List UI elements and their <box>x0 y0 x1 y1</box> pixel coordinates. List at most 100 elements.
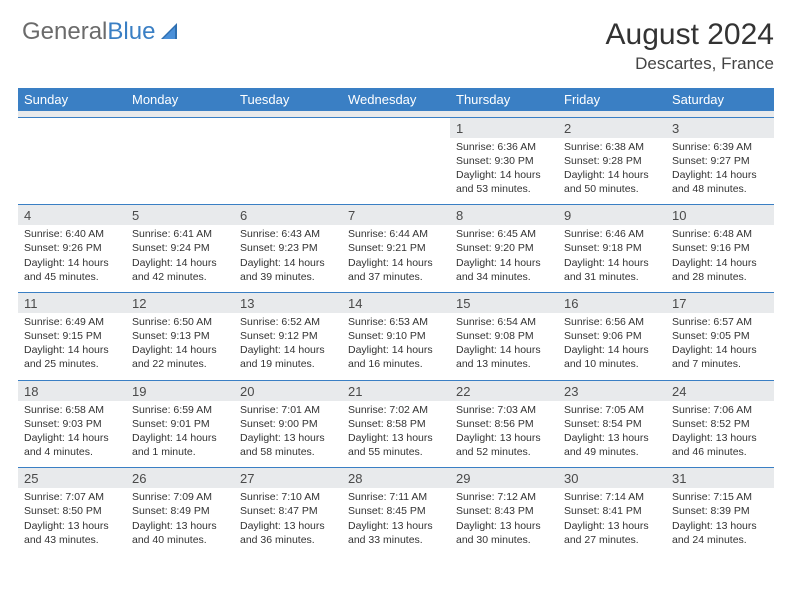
day-detail-row: Sunrise: 7:07 AMSunset: 8:50 PMDaylight:… <box>18 488 774 555</box>
day-detail-cell: Sunrise: 7:14 AMSunset: 8:41 PMDaylight:… <box>558 488 666 555</box>
sunrise-line: Sunrise: 7:07 AM <box>24 490 120 504</box>
brand-part2: Blue <box>107 18 155 46</box>
daylight-line: Daylight: 14 hours and 48 minutes. <box>672 168 768 196</box>
sunset-line: Sunset: 9:00 PM <box>240 417 336 431</box>
sunset-line: Sunset: 8:49 PM <box>132 504 228 518</box>
weekday-header-row: SundayMondayTuesdayWednesdayThursdayFrid… <box>18 88 774 111</box>
sunset-line: Sunset: 9:30 PM <box>456 154 552 168</box>
page-header: GeneralBlue August 2024 Descartes, Franc… <box>18 18 774 74</box>
day-detail-cell: Sunrise: 7:12 AMSunset: 8:43 PMDaylight:… <box>450 488 558 555</box>
sunset-line: Sunset: 9:27 PM <box>672 154 768 168</box>
daylight-line: Daylight: 14 hours and 53 minutes. <box>456 168 552 196</box>
sunset-line: Sunset: 9:13 PM <box>132 329 228 343</box>
day-number-cell: 2 <box>558 117 666 138</box>
day-number-cell: 26 <box>126 468 234 489</box>
sunset-line: Sunset: 9:01 PM <box>132 417 228 431</box>
sunset-line: Sunset: 9:18 PM <box>564 241 660 255</box>
day-detail-cell: Sunrise: 6:53 AMSunset: 9:10 PMDaylight:… <box>342 313 450 380</box>
sail-icon <box>159 21 181 41</box>
sunset-line: Sunset: 9:16 PM <box>672 241 768 255</box>
day-number-row: 18192021222324 <box>18 380 774 401</box>
day-number-row: 45678910 <box>18 205 774 226</box>
daylight-line: Daylight: 14 hours and 34 minutes. <box>456 256 552 284</box>
day-detail-cell: Sunrise: 7:09 AMSunset: 8:49 PMDaylight:… <box>126 488 234 555</box>
sunset-line: Sunset: 9:06 PM <box>564 329 660 343</box>
sunrise-line: Sunrise: 6:39 AM <box>672 140 768 154</box>
day-number-cell: 11 <box>18 292 126 313</box>
calendar-table: SundayMondayTuesdayWednesdayThursdayFrid… <box>18 88 774 555</box>
day-detail-row: Sunrise: 6:49 AMSunset: 9:15 PM Daylight:… <box>18 313 774 380</box>
sunrise-line: Sunrise: 7:15 AM <box>672 490 768 504</box>
sunrise-line: Sunrise: 6:44 AM <box>348 227 444 241</box>
day-detail-row: Sunrise: 6:40 AMSunset: 9:26 PMDaylight:… <box>18 225 774 292</box>
empty-detail <box>126 138 234 205</box>
sunset-line: Sunset: 9:15 PM <box>24 329 120 343</box>
sunrise-line: Sunrise: 6:53 AM <box>348 315 444 329</box>
location-label: Descartes, France <box>606 54 774 74</box>
day-detail-cell: Sunrise: 7:01 AMSunset: 9:00 PMDaylight:… <box>234 401 342 468</box>
sunrise-line: Sunrise: 7:03 AM <box>456 403 552 417</box>
day-detail-cell: Sunrise: 7:15 AMSunset: 8:39 PMDaylight:… <box>666 488 774 555</box>
daylight-line: Daylight: 14 hours and 16 minutes. <box>348 343 444 371</box>
daylight-line: Daylight: 13 hours and 58 minutes. <box>240 431 336 459</box>
day-number-cell: 12 <box>126 292 234 313</box>
day-number-cell: 5 <box>126 205 234 226</box>
daylight-line: Daylight: 14 hours and 19 minutes. <box>240 343 336 371</box>
sunrise-line: Sunrise: 6:57 AM <box>672 315 768 329</box>
daylight-line: Daylight: 13 hours and 52 minutes. <box>456 431 552 459</box>
day-number-cell: 1 <box>450 117 558 138</box>
day-detail-cell: Sunrise: 7:07 AMSunset: 8:50 PMDaylight:… <box>18 488 126 555</box>
day-detail-cell: Sunrise: 6:50 AMSunset: 9:13 PMDaylight:… <box>126 313 234 380</box>
day-number-cell: 8 <box>450 205 558 226</box>
day-number-cell: 21 <box>342 380 450 401</box>
day-detail-cell: Sunrise: 6:49 AMSunset: 9:15 PMDaylight:… <box>18 313 126 380</box>
day-number-cell: 19 <box>126 380 234 401</box>
sunrise-line: Sunrise: 7:09 AM <box>132 490 228 504</box>
day-detail-cell: Sunrise: 6:40 AMSunset: 9:26 PMDaylight:… <box>18 225 126 292</box>
day-detail-cell: Sunrise: 6:54 AMSunset: 9:08 PMDaylight:… <box>450 313 558 380</box>
day-number-cell: 13 <box>234 292 342 313</box>
daylight-line: Daylight: 13 hours and 49 minutes. <box>564 431 660 459</box>
weekday-header: Friday <box>558 88 666 111</box>
daylight-line: Daylight: 14 hours and 10 minutes. <box>564 343 660 371</box>
day-number-cell: 24 <box>666 380 774 401</box>
empty-daynum <box>18 117 126 138</box>
sunrise-line: Sunrise: 7:11 AM <box>348 490 444 504</box>
weekday-header: Sunday <box>18 88 126 111</box>
daylight-line: Daylight: 13 hours and 40 minutes. <box>132 519 228 547</box>
empty-daynum <box>342 117 450 138</box>
day-detail-cell: Sunrise: 6:41 AMSunset: 9:24 PMDaylight:… <box>126 225 234 292</box>
day-number-cell: 16 <box>558 292 666 313</box>
day-number-cell: 3 <box>666 117 774 138</box>
weekday-header: Monday <box>126 88 234 111</box>
sunrise-line: Sunrise: 6:54 AM <box>456 315 552 329</box>
sunrise-line: Sunrise: 7:14 AM <box>564 490 660 504</box>
sunrise-line: Sunrise: 6:38 AM <box>564 140 660 154</box>
empty-detail <box>18 138 126 205</box>
daylight-line: Daylight: 13 hours and 43 minutes. <box>24 519 120 547</box>
day-number-cell: 22 <box>450 380 558 401</box>
daylight-line: Daylight: 14 hours and 22 minutes. <box>132 343 228 371</box>
sunset-line: Sunset: 8:54 PM <box>564 417 660 431</box>
weekday-header: Tuesday <box>234 88 342 111</box>
sunset-line: Sunset: 9:10 PM <box>348 329 444 343</box>
day-number-cell: 10 <box>666 205 774 226</box>
sunrise-line: Sunrise: 6:46 AM <box>564 227 660 241</box>
day-number-cell: 17 <box>666 292 774 313</box>
sunrise-line: Sunrise: 6:59 AM <box>132 403 228 417</box>
daylight-line: Daylight: 13 hours and 46 minutes. <box>672 431 768 459</box>
daylight-line: Daylight: 13 hours and 30 minutes. <box>456 519 552 547</box>
day-number-row: 123 <box>18 117 774 138</box>
day-number-cell: 14 <box>342 292 450 313</box>
sunrise-line: Sunrise: 7:02 AM <box>348 403 444 417</box>
sunrise-line: Sunrise: 6:40 AM <box>24 227 120 241</box>
title-block: August 2024 Descartes, France <box>606 18 774 74</box>
daylight-line: Daylight: 14 hours and 50 minutes. <box>564 168 660 196</box>
sunset-line: Sunset: 9:28 PM <box>564 154 660 168</box>
day-detail-cell: Sunrise: 6:44 AMSunset: 9:21 PMDaylight:… <box>342 225 450 292</box>
weekday-header: Thursday <box>450 88 558 111</box>
weekday-header: Wednesday <box>342 88 450 111</box>
sunset-line: Sunset: 9:20 PM <box>456 241 552 255</box>
day-detail-cell: Sunrise: 6:39 AMSunset: 9:27 PMDaylight:… <box>666 138 774 205</box>
sunrise-line: Sunrise: 6:49 AM <box>24 315 120 329</box>
